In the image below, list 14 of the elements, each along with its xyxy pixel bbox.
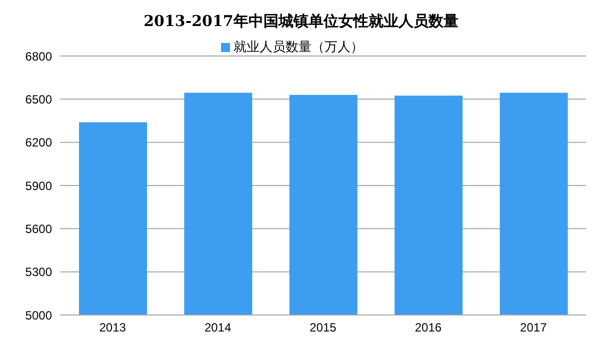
chart-title: 2013-2017年中国城镇单位女性就业人员数量 [142, 11, 460, 32]
y-tick-label: 5900 [25, 178, 52, 193]
x-tick-label: 2015 [310, 320, 337, 335]
x-tick-label: 2013 [99, 320, 126, 335]
y-tick-label: 5000 [25, 308, 52, 322]
y-tick-label: 6500 [25, 92, 52, 106]
y-tick-label: 6200 [25, 136, 52, 150]
y-tick-label: 5600 [25, 222, 52, 236]
x-tick-label: 2014 [204, 320, 232, 335]
y-tick-label: 6800 [25, 49, 52, 64]
x-tick-label: 2016 [414, 320, 442, 335]
legend-label: 就业人员数量（万人） [234, 39, 364, 54]
y-tick-label: 5300 [25, 265, 52, 280]
x-tick-label: 2017 [520, 320, 548, 335]
